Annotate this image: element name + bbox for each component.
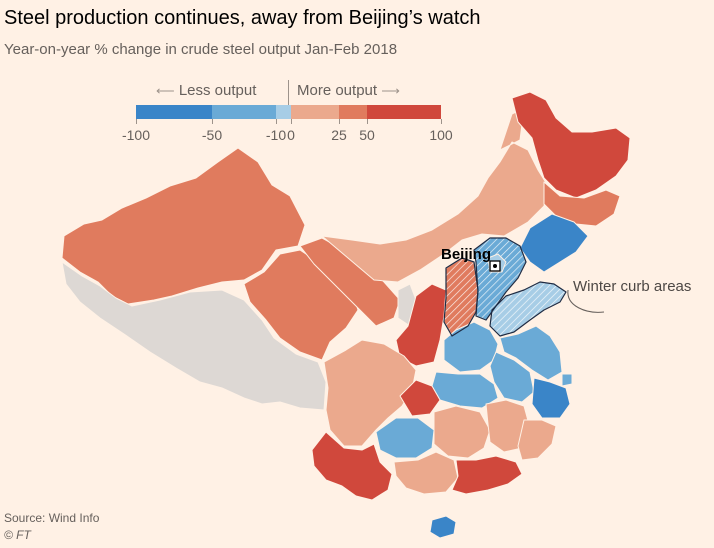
legend-tick-mark [291, 119, 292, 124]
region-guangxi [393, 451, 459, 495]
region-zhejiang [531, 377, 571, 419]
chart-subtitle: Year-on-year % change in crude steel out… [4, 41, 398, 58]
legend-tick-label: -10 [265, 127, 287, 143]
legend-swatch [339, 105, 367, 119]
legend-tick-mark [212, 119, 213, 124]
legend-tick-label: 0 [287, 127, 295, 143]
region-hainan [429, 515, 457, 539]
credit-note: © FT [4, 528, 31, 542]
region-sichuan [323, 339, 417, 447]
region-guangdong [451, 455, 523, 495]
legend-swatch [136, 105, 212, 119]
legend-tick-mark [441, 119, 442, 124]
region-hunan [433, 405, 491, 459]
source-note: Source: Wind Info [4, 511, 100, 525]
region-yunnan [311, 431, 393, 501]
legend-swatch [276, 105, 291, 119]
winter-curb-outline [443, 237, 567, 337]
region-liaoning [519, 213, 589, 273]
legend-more-label: More output ⟶ [297, 82, 400, 99]
region-shanghai [561, 373, 573, 387]
legend-swatch [291, 105, 339, 119]
region-jiangsu [499, 325, 563, 381]
region-jilin [543, 181, 621, 227]
legend-less-label: ⟵ Less output [156, 82, 256, 99]
winter-curb-label: Winter curb areas [573, 278, 692, 295]
arrow-right-icon: ⟶ [381, 83, 400, 98]
callout-leader-line [567, 289, 605, 313]
legend-tick-label: 100 [429, 127, 453, 143]
legend-color-bar [136, 105, 441, 119]
region-tibet [61, 261, 327, 411]
legend-more-text: More output [297, 82, 378, 99]
arrow-left-icon: ⟵ [156, 83, 175, 98]
legend-tick-mark [367, 119, 368, 124]
legend-tick-mark [276, 119, 277, 124]
region-guizhou [375, 417, 435, 459]
beijing-dot-icon [493, 264, 497, 268]
beijing-label: Beijing [441, 246, 492, 263]
legend-tick-label: 25 [331, 127, 347, 143]
legend-tick-label: -50 [201, 127, 223, 143]
region-hubei [431, 371, 499, 409]
legend-swatch [212, 105, 276, 119]
region-fujian [517, 419, 557, 461]
region-shaanxi [395, 283, 447, 367]
legend-swatch [367, 105, 441, 119]
legend-tick-label: -100 [121, 127, 151, 143]
region-anhui [489, 351, 535, 403]
region-heilongjiang [511, 91, 631, 199]
legend-tick-mark [136, 119, 137, 124]
region-chongqing [399, 379, 441, 417]
legend-tick-label: 50 [359, 127, 375, 143]
legend-less-text: Less output [178, 82, 257, 99]
legend-tick-mark [339, 119, 340, 124]
chart-title: Steel production continues, away from Be… [4, 7, 481, 29]
legend-divider [288, 80, 289, 106]
